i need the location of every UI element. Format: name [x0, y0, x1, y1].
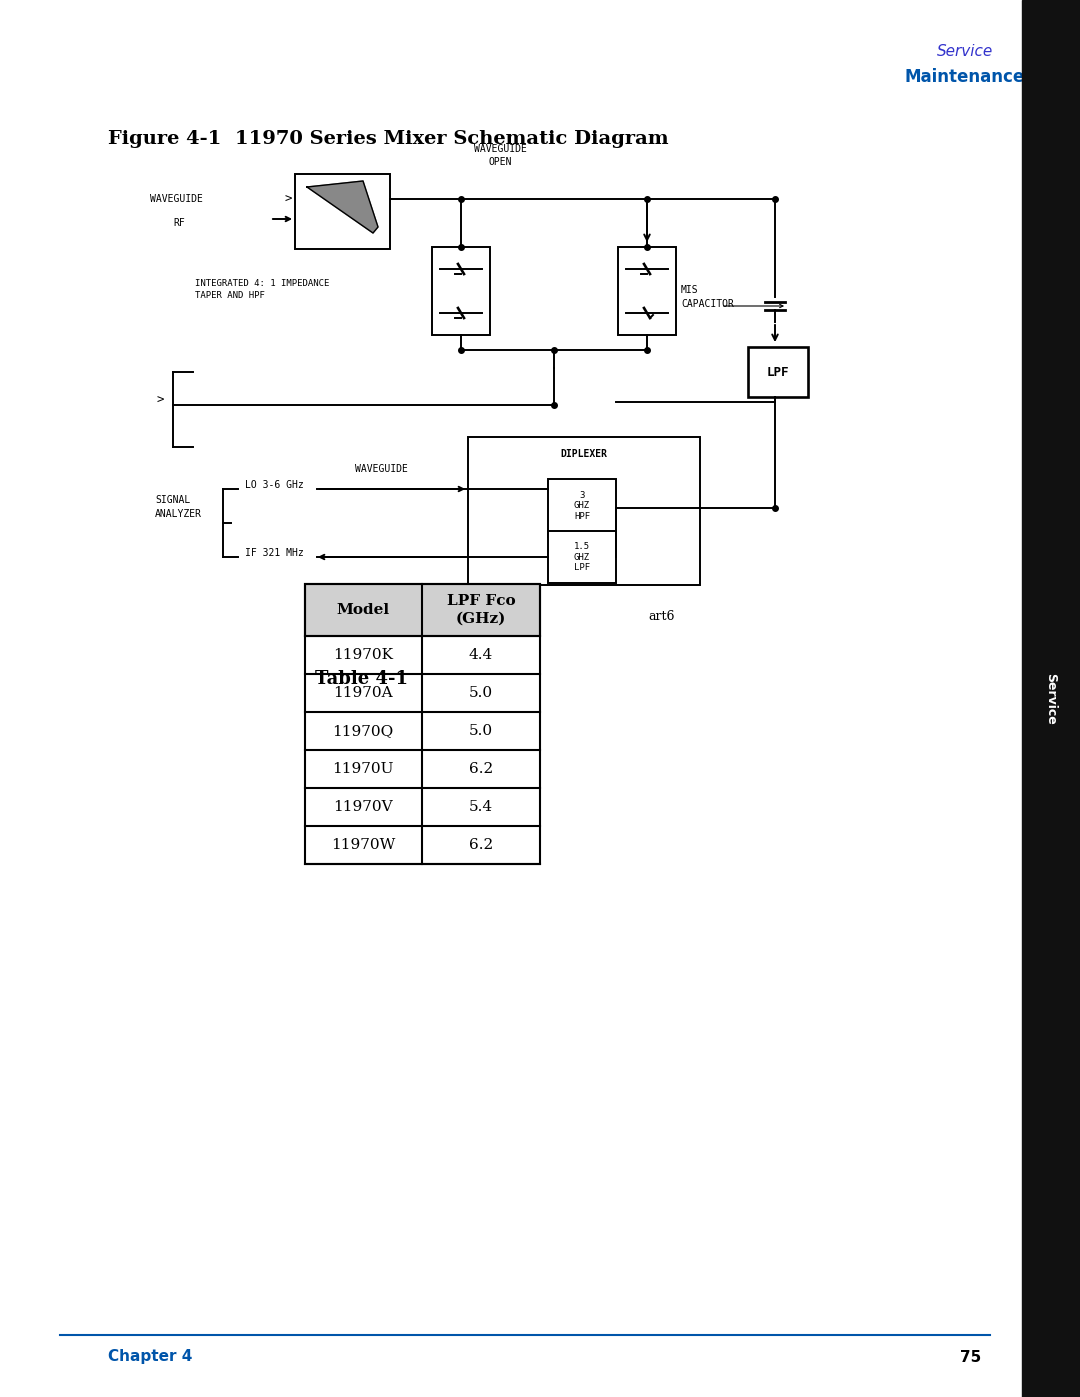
Text: 5.0: 5.0	[469, 724, 494, 738]
Polygon shape	[307, 182, 378, 233]
Text: Service: Service	[1044, 673, 1057, 725]
Bar	[548, 531, 616, 583]
Text: 5.4: 5.4	[469, 800, 494, 814]
Text: 11970U: 11970U	[333, 761, 394, 775]
Text: Service: Service	[936, 45, 994, 60]
Text: >: >	[157, 394, 164, 407]
Text: SIGNAL
ANALYZER: SIGNAL ANALYZER	[156, 495, 202, 520]
Text: Model: Model	[337, 604, 390, 617]
Text: 5.0: 5.0	[469, 686, 494, 700]
Text: MIS
CAPACITOR: MIS CAPACITOR	[681, 285, 734, 309]
Text: LO 3-6 GHz: LO 3-6 GHz	[245, 481, 303, 490]
Text: LPF: LPF	[767, 366, 789, 379]
Text: 3
GHZ
HPF: 3 GHZ HPF	[573, 492, 590, 521]
Text: WAVEGUIDE: WAVEGUIDE	[150, 194, 203, 204]
Text: 1.5
GHZ
LPF: 1.5 GHZ LPF	[573, 542, 590, 571]
Bar	[1022, 0, 1080, 1397]
Bar	[305, 584, 540, 636]
Text: LPF Fco
(GHz): LPF Fco (GHz)	[447, 594, 515, 626]
Text: RF: RF	[173, 218, 185, 228]
Text: art6: art6	[648, 610, 675, 623]
Text: 11970V: 11970V	[334, 800, 393, 814]
Text: DIPLEXER: DIPLEXER	[561, 448, 607, 460]
Text: IF 321 MHz: IF 321 MHz	[245, 548, 303, 557]
Bar	[468, 437, 700, 585]
Text: WAVEGUIDE: WAVEGUIDE	[354, 464, 407, 474]
Text: 75: 75	[960, 1350, 982, 1365]
Bar	[618, 247, 676, 335]
Text: Maintenance: Maintenance	[905, 68, 1025, 87]
Text: 4.4: 4.4	[469, 648, 494, 662]
Text: Table 4-1: Table 4-1	[315, 671, 408, 687]
Text: 11970W: 11970W	[330, 838, 395, 852]
Text: 11970A: 11970A	[334, 686, 393, 700]
Text: 6.2: 6.2	[469, 838, 494, 852]
Text: 11970K: 11970K	[333, 648, 393, 662]
Text: WAVEGUIDE
OPEN: WAVEGUIDE OPEN	[473, 144, 526, 168]
Text: Chapter 4: Chapter 4	[108, 1350, 192, 1365]
Bar	[295, 175, 390, 249]
Text: 6.2: 6.2	[469, 761, 494, 775]
Bar	[305, 584, 540, 863]
Bar	[548, 479, 616, 536]
Bar	[432, 247, 490, 335]
Text: INTEGRATED 4: 1 IMPEDANCE
TAPER AND HPF: INTEGRATED 4: 1 IMPEDANCE TAPER AND HPF	[195, 279, 329, 300]
Bar	[748, 346, 808, 397]
Text: >: >	[284, 193, 292, 205]
Text: 11970Q: 11970Q	[333, 724, 393, 738]
Text: Figure 4-1  11970 Series Mixer Schematic Diagram: Figure 4-1 11970 Series Mixer Schematic …	[108, 130, 669, 148]
